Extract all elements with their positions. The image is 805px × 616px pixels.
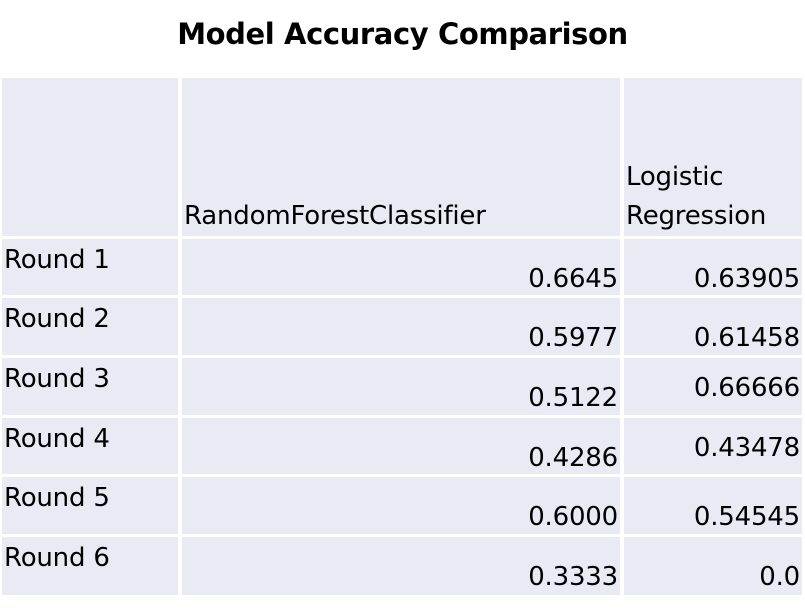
cell-rf-round-6: 0.3333: [182, 537, 620, 595]
cell-lr-round-2: 0.61458: [624, 298, 802, 355]
row-label-round-5: Round 5: [2, 477, 178, 534]
cell-rf-round-2: 0.5977: [182, 298, 620, 355]
column-header-label: RandomForestClassifier: [184, 201, 486, 231]
cell-rf-round-4: 0.4286: [182, 418, 620, 474]
cell-rf-round-1: 0.6645: [182, 239, 620, 295]
column-header-randomforest: RandomForestClassifier: [182, 78, 620, 236]
header-corner-cell: [2, 78, 178, 236]
row-label-round-4: Round 4: [2, 418, 178, 474]
cell-lr-round-5: 0.54545: [624, 477, 802, 534]
cell-lr-round-1: 0.63905: [624, 239, 802, 295]
cell-lr-round-4: 0.43478: [624, 418, 802, 474]
accuracy-table: RandomForestClassifier Logistic Regressi…: [2, 78, 802, 595]
row-label-round-2: Round 2: [2, 298, 178, 355]
chart-title: Model Accuracy Comparison: [177, 17, 628, 51]
column-header-label: Logistic Regression: [626, 162, 767, 231]
column-header-logistic-regression: Logistic Regression: [624, 78, 802, 236]
cell-rf-round-5: 0.6000: [182, 477, 620, 534]
cell-rf-round-3: 0.5122: [182, 358, 620, 415]
cell-lr-round-3: 0.66666: [624, 358, 802, 415]
cell-lr-round-6: 0.0: [624, 537, 802, 595]
row-label-round-6: Round 6: [2, 537, 178, 595]
row-label-round-3: Round 3: [2, 358, 178, 415]
row-label-round-1: Round 1: [2, 239, 178, 295]
